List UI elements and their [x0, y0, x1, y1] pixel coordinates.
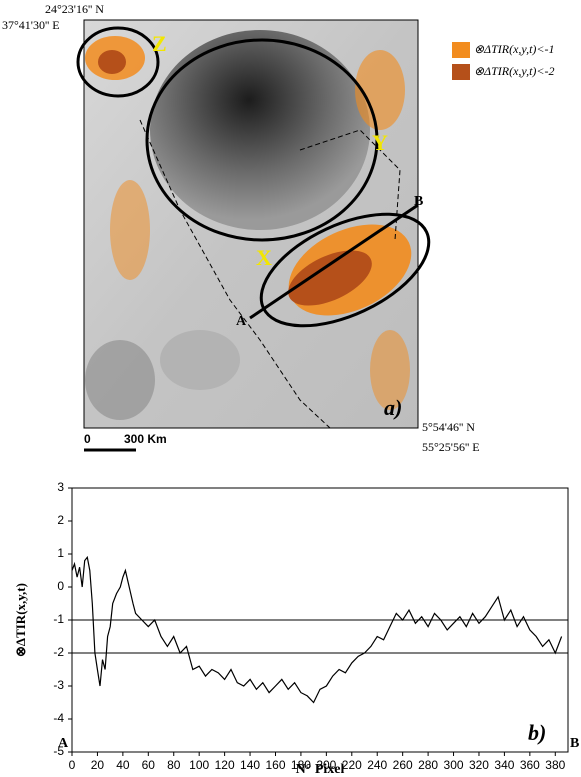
x-tick-label: 20	[91, 758, 105, 772]
line-chart: -5 -4 -3 -2 -1 0 1 2 3 0 20 40 60 80 100 120 140 160 180 20…	[13, 480, 579, 777]
x-tick-label: 240	[367, 758, 387, 772]
x-tick-label: 280	[418, 758, 438, 772]
y-tick-label: -1	[53, 612, 64, 626]
y-tick-label: -3	[53, 678, 64, 692]
zone-label: Y	[372, 130, 388, 155]
scale-label: 0	[84, 432, 91, 446]
terrain	[160, 330, 240, 390]
x-tick-label: 320	[469, 758, 489, 772]
panel-label: a)	[384, 395, 402, 420]
dark-region	[150, 30, 370, 230]
legend-label: ⊗ΔTIR(x,y,t)<-2	[474, 64, 555, 78]
data-line	[71, 555, 563, 704]
x-tick-label: 340	[494, 758, 514, 772]
scale-label: 300 Km	[124, 432, 167, 446]
x-tick-label: 100	[189, 758, 209, 772]
transect	[249, 203, 419, 320]
anomaly	[355, 50, 405, 130]
legend-swatch	[452, 42, 470, 58]
x-tick-label: 60	[142, 758, 156, 772]
panel-label: b)	[528, 720, 546, 745]
x-tick-label: 140	[240, 758, 260, 772]
x-tick-label: 160	[265, 758, 285, 772]
x-tick-label: 40	[116, 758, 130, 772]
x-tick-label: 80	[167, 758, 181, 772]
y-tick-label: 1	[57, 546, 64, 560]
coordinate: 5°54'46'' N	[422, 420, 475, 434]
map: 24°23'16'' N 37°41'30'' E 5°54'46'' N 55…	[2, 2, 555, 454]
anomaly	[110, 180, 150, 280]
x-tick-label: 120	[215, 758, 235, 772]
zone-label: X	[256, 245, 272, 270]
anomaly	[370, 330, 410, 410]
y-tick-label: -5	[53, 744, 64, 758]
border	[139, 119, 331, 429]
y-tick-label: 0	[57, 579, 64, 593]
y-tick-label: 2	[57, 513, 64, 527]
legend-label: ⊗ΔTIR(x,y,t)<-1	[474, 42, 555, 56]
y-tick-label: -4	[53, 711, 64, 725]
x-axis-label: N° Pixel	[296, 762, 345, 777]
transect-label: A	[236, 314, 247, 329]
x-tick-label: 0	[69, 758, 76, 772]
coordinate: 55°25'56'' E	[422, 440, 480, 454]
x-tick-label: 220	[342, 758, 362, 772]
transect-label: B	[414, 194, 423, 209]
zone-outline	[76, 26, 160, 98]
transect-label: A	[58, 736, 69, 751]
terrain	[85, 340, 155, 420]
anomaly	[288, 250, 372, 306]
x-tick-label: 260	[393, 758, 413, 772]
coordinate: 37°41'30'' E	[2, 18, 60, 32]
legend-swatch	[452, 64, 470, 80]
coordinate: 24°23'16'' N	[45, 2, 104, 16]
y-tick-label: 3	[57, 480, 64, 494]
border	[299, 129, 401, 241]
zone-label: Z	[152, 31, 167, 56]
x-tick-label: 200	[316, 758, 336, 772]
anomaly	[98, 50, 126, 74]
zone-outline	[145, 38, 379, 242]
transect-label: B	[570, 736, 579, 751]
y-axis-label: ⊗ΔTIR(x,y,t)	[13, 583, 28, 657]
y-tick-label: -2	[53, 645, 64, 659]
x-tick-label: 360	[520, 758, 540, 772]
x-tick-label: 300	[444, 758, 464, 772]
x-tick-label: 380	[545, 758, 565, 772]
x-tick-label: 180	[291, 758, 311, 772]
